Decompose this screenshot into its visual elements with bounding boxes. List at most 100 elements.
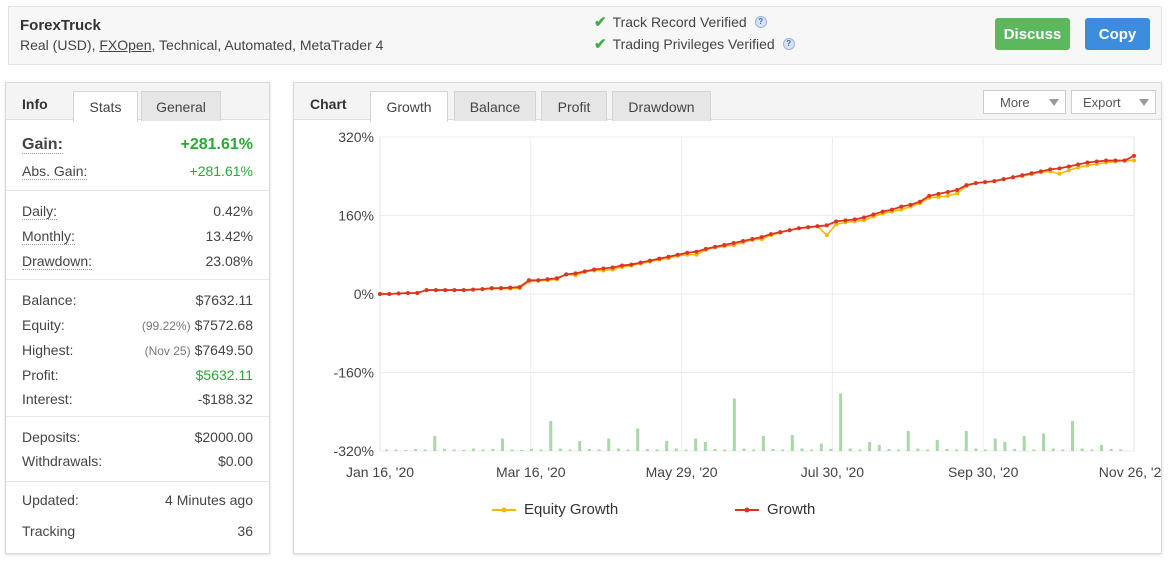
updated-value: 4 Minutes ago bbox=[165, 492, 253, 508]
more-dropdown[interactable]: More bbox=[983, 90, 1066, 114]
data-point-growth bbox=[862, 215, 867, 220]
x-tick-label: Jan 16, '20 bbox=[346, 464, 414, 480]
data-point-growth bbox=[452, 288, 457, 293]
legend-equity-growth[interactable]: Equity Growth bbox=[492, 501, 618, 518]
data-point-growth bbox=[796, 226, 801, 231]
discuss-button[interactable]: Discuss bbox=[995, 18, 1070, 50]
volume-bar bbox=[674, 448, 678, 451]
data-point-growth bbox=[545, 277, 550, 282]
data-point-growth bbox=[806, 225, 811, 230]
help-icon[interactable]: ? bbox=[782, 38, 795, 50]
data-point-growth bbox=[415, 291, 420, 296]
volume-bar bbox=[385, 449, 388, 451]
chart-panel: Chart Growth Balance Profit Drawdown Mor… bbox=[293, 82, 1162, 554]
data-point-growth bbox=[1020, 173, 1025, 178]
data-point-growth bbox=[396, 291, 401, 296]
volume-bar bbox=[607, 438, 611, 451]
volume-bar bbox=[916, 448, 920, 451]
deposits-value: $2000.00 bbox=[194, 429, 253, 445]
monthly-label[interactable]: Monthly: bbox=[22, 227, 75, 245]
data-point-growth bbox=[601, 266, 606, 271]
drawdown-label[interactable]: Drawdown: bbox=[22, 252, 93, 270]
volume-bar bbox=[1109, 449, 1113, 451]
volume-bar bbox=[500, 438, 504, 451]
data-point-growth bbox=[889, 207, 894, 212]
growth-swatch bbox=[735, 507, 759, 512]
volume-bar bbox=[549, 421, 553, 451]
broker-link[interactable]: FXOpen bbox=[99, 37, 152, 53]
copy-button[interactable]: Copy bbox=[1085, 18, 1150, 50]
tracking-label: Tracking bbox=[22, 523, 76, 539]
interest-value: -$188.32 bbox=[197, 391, 253, 407]
abs-gain-value: +281.61% bbox=[189, 163, 253, 179]
tab-general[interactable]: General bbox=[141, 91, 221, 121]
volume-bar bbox=[955, 449, 959, 451]
volume-bar bbox=[1071, 421, 1075, 451]
data-point-growth bbox=[629, 262, 634, 267]
volume-bar bbox=[1051, 448, 1055, 451]
system-header: ForexTruck Real (USD), FXOpen, Technical… bbox=[8, 6, 1162, 65]
data-point-equity-growth bbox=[1057, 171, 1062, 176]
volume-bar bbox=[394, 449, 398, 451]
volume-bar bbox=[868, 442, 872, 451]
volume-bar bbox=[1003, 442, 1007, 451]
export-label: Export bbox=[1083, 94, 1121, 110]
chevron-down-icon bbox=[1139, 99, 1149, 106]
export-dropdown[interactable]: Export bbox=[1071, 90, 1156, 114]
data-point-growth bbox=[694, 249, 699, 254]
data-point-growth bbox=[936, 191, 941, 196]
tab-profit[interactable]: Profit bbox=[541, 91, 607, 121]
tab-growth[interactable]: Growth bbox=[370, 91, 448, 122]
volume-bar bbox=[684, 449, 688, 451]
withdrawals-value: $0.00 bbox=[217, 453, 253, 469]
data-point-growth bbox=[713, 244, 718, 249]
data-point-equity-growth bbox=[899, 207, 904, 212]
data-point-equity-growth bbox=[862, 218, 867, 223]
data-point-growth bbox=[666, 254, 671, 259]
system-details: Real (USD), FXOpen, Technical, Automated… bbox=[20, 37, 383, 53]
equity-row: Equity: (99.22%) $7572.68 bbox=[22, 315, 253, 335]
volume-bar bbox=[771, 449, 775, 451]
volume-bar bbox=[587, 449, 591, 451]
tab-balance[interactable]: Balance bbox=[454, 91, 536, 121]
daily-label[interactable]: Daily: bbox=[22, 202, 58, 220]
tab-drawdown[interactable]: Drawdown bbox=[612, 91, 711, 121]
chart-title: Chart bbox=[310, 96, 347, 112]
data-point-growth bbox=[610, 265, 615, 270]
tracking-value: 36 bbox=[237, 523, 253, 539]
daily-value: 0.42% bbox=[213, 203, 253, 219]
series-line-growth bbox=[380, 155, 1135, 295]
highest-label: Highest: bbox=[22, 342, 74, 358]
volume-bar bbox=[713, 449, 717, 451]
x-tick-label: May 29, '20 bbox=[646, 464, 718, 480]
volume-bar bbox=[732, 398, 736, 451]
tab-stats[interactable]: Stats bbox=[73, 91, 138, 122]
equity-growth-swatch bbox=[492, 507, 516, 512]
legend-growth[interactable]: Growth bbox=[735, 501, 815, 518]
gain-label[interactable]: Gain: bbox=[22, 135, 63, 154]
data-point-growth bbox=[508, 285, 513, 290]
data-point-growth bbox=[1010, 175, 1015, 180]
data-point-growth bbox=[685, 250, 690, 255]
data-point-growth bbox=[405, 291, 410, 296]
help-icon[interactable]: ? bbox=[754, 16, 767, 28]
volume-bar bbox=[887, 449, 891, 451]
volume-bar bbox=[636, 428, 640, 451]
data-point-growth bbox=[433, 288, 438, 293]
withdrawals-label: Withdrawals: bbox=[22, 453, 103, 469]
data-point-growth bbox=[582, 269, 587, 274]
data-point-growth bbox=[554, 276, 559, 281]
volume-bar bbox=[616, 448, 620, 451]
data-point-growth bbox=[917, 199, 922, 204]
data-point-equity-growth bbox=[936, 194, 941, 199]
data-point-equity-growth bbox=[945, 193, 950, 198]
x-tick-label: Jul 30, '20 bbox=[801, 464, 865, 480]
abs-gain-label[interactable]: Abs. Gain: bbox=[22, 162, 88, 180]
volume-bar bbox=[800, 448, 804, 451]
growth-chart[interactable]: 320% 160% 0% -160% -320% Jan 16, '20 Mar 16, '… bbox=[294, 123, 1161, 483]
drawdown-value: 23.08% bbox=[205, 253, 253, 269]
data-point-growth bbox=[945, 189, 950, 194]
data-point-growth bbox=[647, 258, 652, 263]
data-point-growth bbox=[517, 285, 522, 290]
volume-bar bbox=[558, 448, 562, 451]
